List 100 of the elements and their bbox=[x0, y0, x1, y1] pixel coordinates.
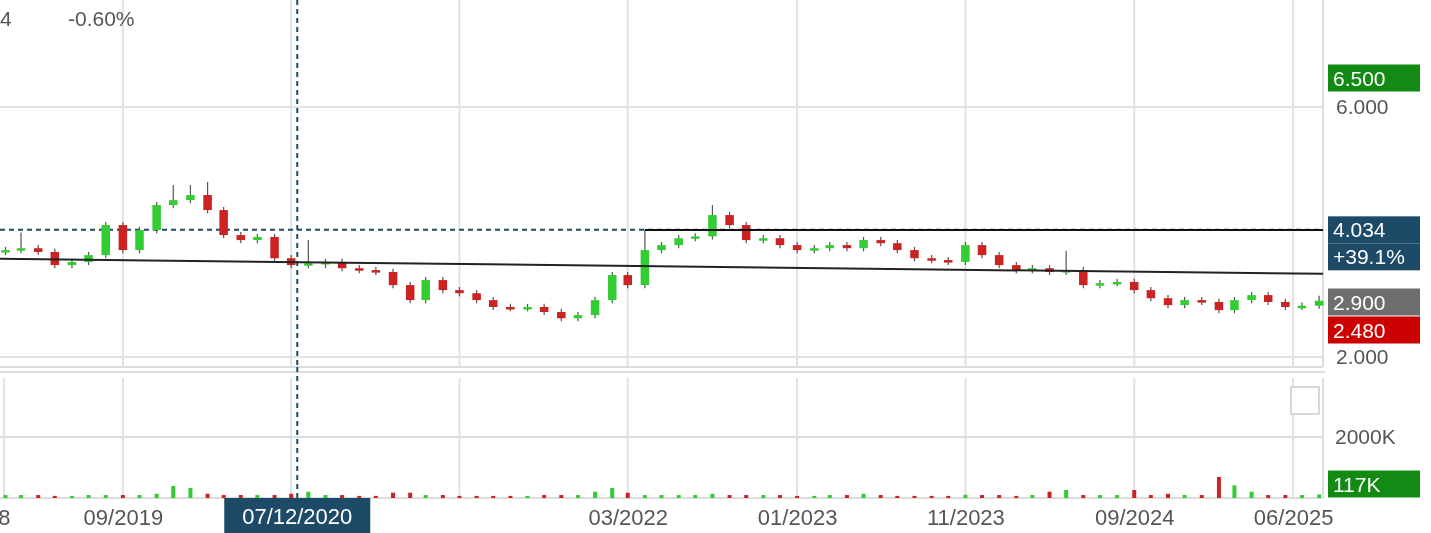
candlestick bbox=[186, 184, 195, 204]
bar bbox=[3, 495, 8, 498]
text: 6.500 bbox=[1333, 66, 1386, 90]
bar bbox=[306, 491, 311, 498]
bar bbox=[289, 493, 294, 498]
candlestick bbox=[1314, 295, 1324, 310]
bar bbox=[1014, 495, 1019, 498]
candlestick bbox=[421, 276, 430, 304]
annotation: -0.60% bbox=[68, 7, 135, 30]
annotation: 4 bbox=[0, 7, 12, 30]
bar bbox=[525, 495, 530, 498]
candlestick bbox=[590, 296, 600, 319]
bar bbox=[52, 495, 57, 498]
bar bbox=[255, 495, 260, 498]
bar bbox=[946, 495, 951, 498]
bar bbox=[997, 495, 1002, 498]
text: 2.900 bbox=[1333, 290, 1386, 314]
candlestick bbox=[1095, 279, 1105, 289]
x-tick-label: 01/2023 bbox=[757, 504, 838, 530]
bar bbox=[357, 495, 362, 498]
bar bbox=[963, 494, 968, 498]
bar bbox=[575, 495, 580, 498]
bar bbox=[1266, 495, 1271, 498]
bar bbox=[103, 495, 108, 498]
bar bbox=[1232, 485, 1237, 498]
text: +39.1% bbox=[1333, 245, 1405, 269]
candlestick bbox=[16, 231, 26, 254]
bar bbox=[625, 492, 630, 498]
bar bbox=[340, 495, 345, 498]
bar bbox=[912, 495, 917, 498]
bar bbox=[1081, 495, 1086, 498]
bar bbox=[777, 495, 782, 498]
text: 2.480 bbox=[1333, 318, 1386, 342]
candlestick bbox=[304, 239, 313, 269]
bar bbox=[137, 495, 142, 498]
bar bbox=[323, 495, 328, 498]
bar bbox=[1148, 495, 1153, 498]
bar bbox=[1064, 490, 1069, 498]
bar bbox=[1299, 495, 1304, 498]
bar bbox=[474, 495, 479, 498]
x-tick-label: 11/2023 bbox=[926, 504, 1005, 530]
bar bbox=[929, 495, 934, 498]
bar bbox=[188, 487, 193, 498]
bar bbox=[895, 495, 900, 498]
bar bbox=[120, 495, 125, 498]
bar bbox=[205, 493, 210, 498]
bar bbox=[659, 495, 664, 498]
x-tick-label: 09/2024 bbox=[1094, 504, 1175, 530]
bar bbox=[642, 495, 647, 498]
bar bbox=[1317, 494, 1322, 498]
bar bbox=[238, 495, 243, 498]
ref-line-label: 07/12/2020 bbox=[242, 504, 353, 529]
bar bbox=[221, 495, 226, 498]
y-tick-label: 2.000 bbox=[1336, 345, 1389, 369]
y-tick-label: 6.000 bbox=[1336, 95, 1389, 119]
bar bbox=[457, 495, 462, 498]
bar bbox=[391, 492, 396, 498]
bar bbox=[19, 495, 24, 498]
bar bbox=[373, 495, 378, 498]
bar bbox=[1249, 491, 1254, 498]
bar bbox=[878, 495, 883, 498]
bar bbox=[171, 486, 176, 498]
bar bbox=[761, 495, 766, 498]
bar bbox=[408, 492, 413, 498]
bar bbox=[1199, 495, 1204, 498]
candlestick bbox=[708, 204, 717, 241]
bar bbox=[980, 495, 985, 498]
ref-line-label: 2000K bbox=[1335, 424, 1396, 448]
bar bbox=[1182, 495, 1187, 498]
bar bbox=[676, 495, 681, 498]
bar bbox=[1097, 495, 1102, 498]
ref-line-label: 4.034 bbox=[1333, 218, 1386, 242]
x-tick-label: 03/2022 bbox=[588, 504, 668, 530]
candlestick bbox=[270, 233, 279, 262]
candlestick bbox=[169, 184, 178, 209]
text: 117K bbox=[1333, 472, 1381, 496]
bar bbox=[1030, 495, 1035, 498]
bar bbox=[1283, 495, 1288, 498]
x-tick-label: 8 bbox=[0, 504, 11, 530]
bar bbox=[1166, 493, 1170, 498]
bar bbox=[861, 493, 866, 498]
bar bbox=[508, 495, 513, 498]
bar bbox=[559, 495, 564, 498]
bar bbox=[423, 495, 428, 498]
bar bbox=[154, 493, 159, 498]
x-tick-label: 06/2025 bbox=[1253, 504, 1334, 530]
bar bbox=[812, 495, 817, 498]
bar bbox=[1047, 491, 1052, 498]
bar bbox=[69, 495, 74, 498]
candlestick bbox=[135, 226, 144, 254]
bar bbox=[36, 495, 41, 498]
bar bbox=[272, 495, 277, 498]
bar bbox=[491, 495, 496, 498]
candlestick bbox=[388, 268, 398, 289]
bar bbox=[1132, 490, 1137, 498]
bar bbox=[727, 495, 732, 498]
bar bbox=[440, 495, 445, 498]
bar bbox=[1115, 495, 1120, 498]
bar bbox=[542, 495, 547, 498]
bar bbox=[1216, 476, 1221, 498]
